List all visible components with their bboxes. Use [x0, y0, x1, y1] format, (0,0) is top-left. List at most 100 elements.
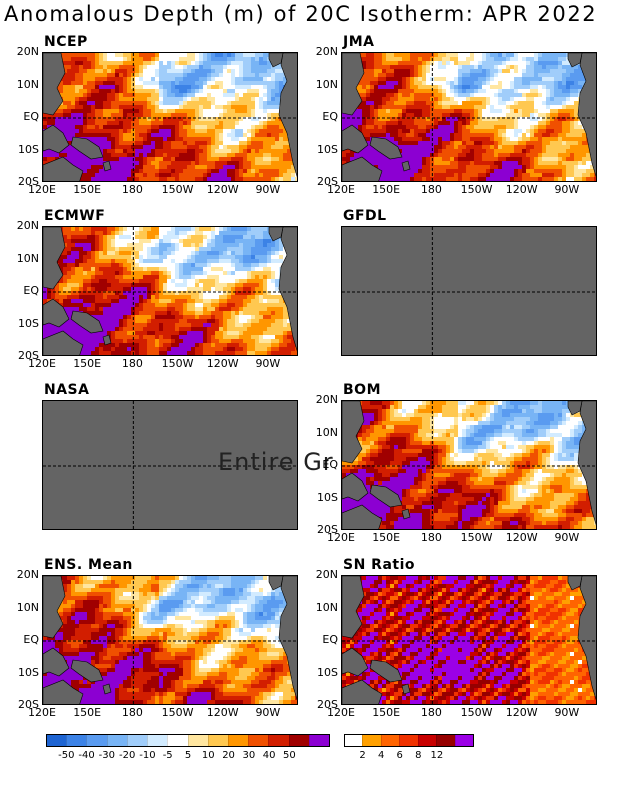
lat-tick-label: EQ [322, 633, 338, 646]
lon-tick-label: 90W [255, 183, 281, 196]
colorbar-tick-label: -20 [118, 750, 136, 761]
lat-tick-label: 20N [315, 45, 338, 58]
lon-tick-label: 150W [460, 183, 493, 196]
colorbar-swatch [288, 735, 309, 746]
anomaly-colorbar [46, 734, 330, 747]
colorbar-swatch [207, 735, 228, 746]
bom-map [341, 400, 597, 530]
lon-tick-label: 150E [372, 706, 401, 719]
ens-map [42, 575, 298, 705]
colorbar-swatch [362, 735, 381, 746]
ecmwf-panel-title: ECMWF [44, 208, 106, 224]
colorbar-swatch [436, 735, 455, 746]
lon-tick-label: 150W [460, 531, 493, 544]
lat-tick-label: 10S [317, 142, 338, 156]
ecmwf-map [42, 226, 298, 356]
lat-tick-label: 10S [317, 665, 338, 679]
lat-tick-label: 10N [315, 77, 338, 91]
lat-tick-label: 20S [317, 698, 338, 711]
lon-tick-label: 120W [206, 357, 239, 370]
lon-tick-label: 150W [161, 357, 194, 370]
lon-tick-label: 90W [554, 183, 580, 196]
lat-tick-label: 20N [16, 568, 39, 581]
lat-tick-label: EQ [23, 110, 39, 123]
lon-tick-label: 150W [161, 706, 194, 719]
colorbar-tick-label: -10 [139, 750, 156, 761]
colorbar-swatch [308, 735, 330, 746]
lon-tick-label: 150W [460, 706, 493, 719]
lon-tick-label: 120W [505, 531, 538, 544]
gfdl-map-graphic [342, 227, 596, 355]
colorbar-tick-label: -30 [98, 750, 116, 761]
figure-title: Anomalous Depth (m) of 20C Isotherm: APR… [4, 2, 598, 26]
colorbar-swatch [380, 735, 400, 746]
lat-tick-label: 10N [16, 77, 39, 91]
nasa-map [42, 400, 298, 530]
colorbar-swatch [187, 735, 208, 746]
sn-panel-title: SN Ratio [343, 557, 416, 573]
colorbar-tick-label: 40 [262, 750, 276, 761]
lon-tick-label: 180 [420, 706, 442, 719]
lon-tick-label: 120E [327, 531, 355, 544]
colorbar-swatch [86, 735, 107, 746]
lat-tick-label: 10N [16, 600, 39, 614]
colorbar-tick-label: 6 [396, 750, 403, 761]
colorbar-swatch [227, 735, 249, 746]
lat-tick-label: 20S [18, 349, 39, 362]
jma-map [341, 52, 597, 182]
colorbar-tick-label: 4 [377, 750, 385, 761]
jma-panel-title: JMA [343, 34, 375, 50]
colorbar-swatch [147, 735, 168, 746]
colorbar-swatch [399, 735, 418, 746]
lon-tick-label: 180 [420, 531, 442, 544]
lon-tick-label: 180 [420, 183, 442, 196]
lon-tick-label: 120W [505, 706, 538, 719]
lat-tick-label: 20N [315, 568, 338, 581]
lon-tick-label: 120E [327, 706, 355, 719]
colorbar-tick-label: 10 [201, 750, 215, 761]
colorbar-tick-label: 20 [222, 750, 235, 761]
lon-tick-label: 120E [28, 706, 56, 719]
colorbar-swatch [66, 735, 87, 746]
lon-tick-label: 180 [121, 706, 143, 719]
colorbar-swatch [106, 735, 127, 746]
gfdl-panel-title: GFDL [343, 208, 387, 224]
lon-tick-label: 90W [255, 357, 281, 370]
colorbar-swatch [454, 735, 473, 746]
lat-tick-label: 20N [315, 393, 338, 406]
colorbar-swatch [268, 735, 289, 746]
lon-tick-label: 120W [206, 183, 239, 196]
ncep-map-graphic [43, 53, 297, 181]
lat-tick-label: 10S [317, 490, 338, 504]
colorbar-tick-label: 8 [415, 750, 422, 761]
lon-tick-label: 120E [327, 183, 355, 196]
lat-tick-label: 10S [18, 665, 39, 679]
lon-tick-label: 150E [372, 183, 401, 196]
ens-panel-title: ENS. Mean [44, 557, 133, 573]
ncep-map [42, 52, 298, 182]
lon-tick-label: 120W [206, 706, 239, 719]
lat-tick-label: 10N [16, 251, 39, 265]
colorbar-swatch [167, 735, 188, 746]
colorbar-tick-label: 2 [359, 750, 366, 761]
lat-tick-label: 20S [317, 175, 338, 188]
colorbar-tick-label: -50 [58, 750, 75, 761]
lat-tick-label: 10N [315, 600, 338, 614]
lon-tick-label: 180 [121, 357, 143, 370]
lat-tick-label: EQ [322, 458, 338, 471]
colorbar-tick-label: 5 [184, 750, 192, 761]
colorbar-swatch [47, 735, 67, 746]
lat-tick-label: 20S [18, 698, 39, 711]
sn-map [341, 575, 597, 705]
sn-map-graphic [342, 576, 596, 704]
lon-tick-label: 150E [73, 706, 102, 719]
lat-tick-label: 20S [317, 523, 338, 536]
lon-tick-label: 150W [161, 183, 194, 196]
lat-tick-label: EQ [23, 284, 39, 297]
lat-tick-label: 10S [18, 316, 39, 330]
lat-tick-label: EQ [23, 633, 39, 646]
colorbar-tick-label: 30 [242, 750, 256, 761]
nasa-overlay-text: Entire Gr [218, 448, 334, 476]
bom-panel-title: BOM [343, 382, 382, 398]
lon-tick-label: 120E [28, 357, 56, 370]
